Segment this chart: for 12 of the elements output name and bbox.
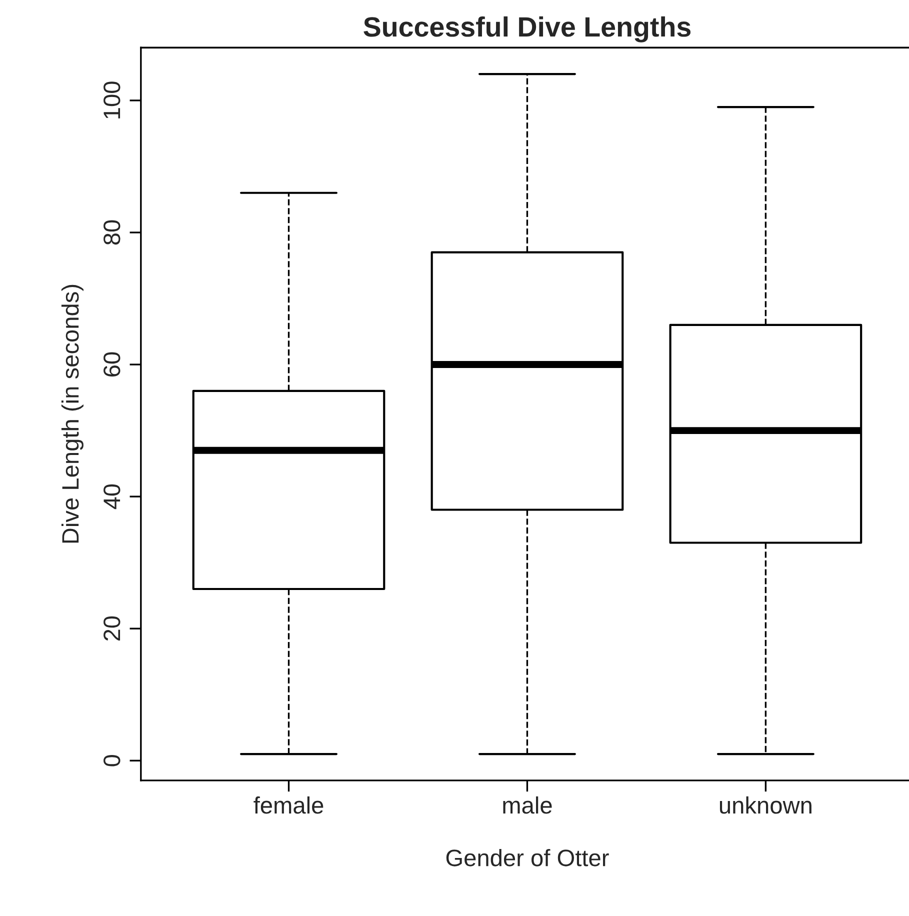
x-tick-label: unknown	[720, 796, 812, 814]
y-tick-label: 0	[104, 754, 120, 766]
y-tick-label: 100	[104, 82, 120, 118]
x-axis-title: Gender of Otter	[446, 848, 609, 866]
y-tick-label: 40	[104, 484, 120, 510]
chart-title: Successful Dive Lengths	[364, 16, 690, 42]
y-tick-label: 80	[104, 220, 120, 245]
x-tick-label: male	[503, 796, 552, 814]
y-tick-label: 60	[104, 352, 120, 376]
x-tick-label: female	[254, 796, 324, 814]
y-tick-label: 20	[104, 616, 120, 641]
y-axis-title: Dive Length (in seconds)	[61, 284, 84, 543]
